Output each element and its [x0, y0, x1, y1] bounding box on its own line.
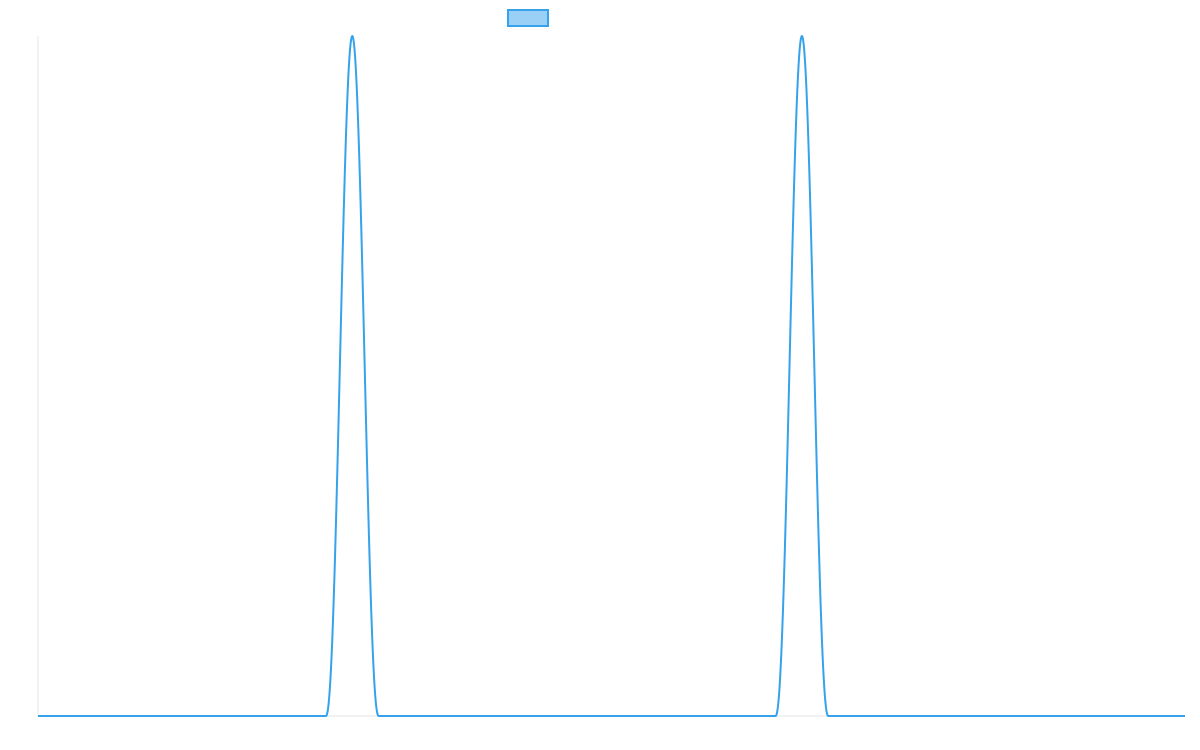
legend-swatch[interactable] — [507, 9, 549, 27]
chart-axes — [37, 36, 1185, 717]
series-line — [37, 35, 1186, 717]
chart-legend[interactable] — [507, 9, 549, 27]
plot-area — [37, 35, 1186, 717]
